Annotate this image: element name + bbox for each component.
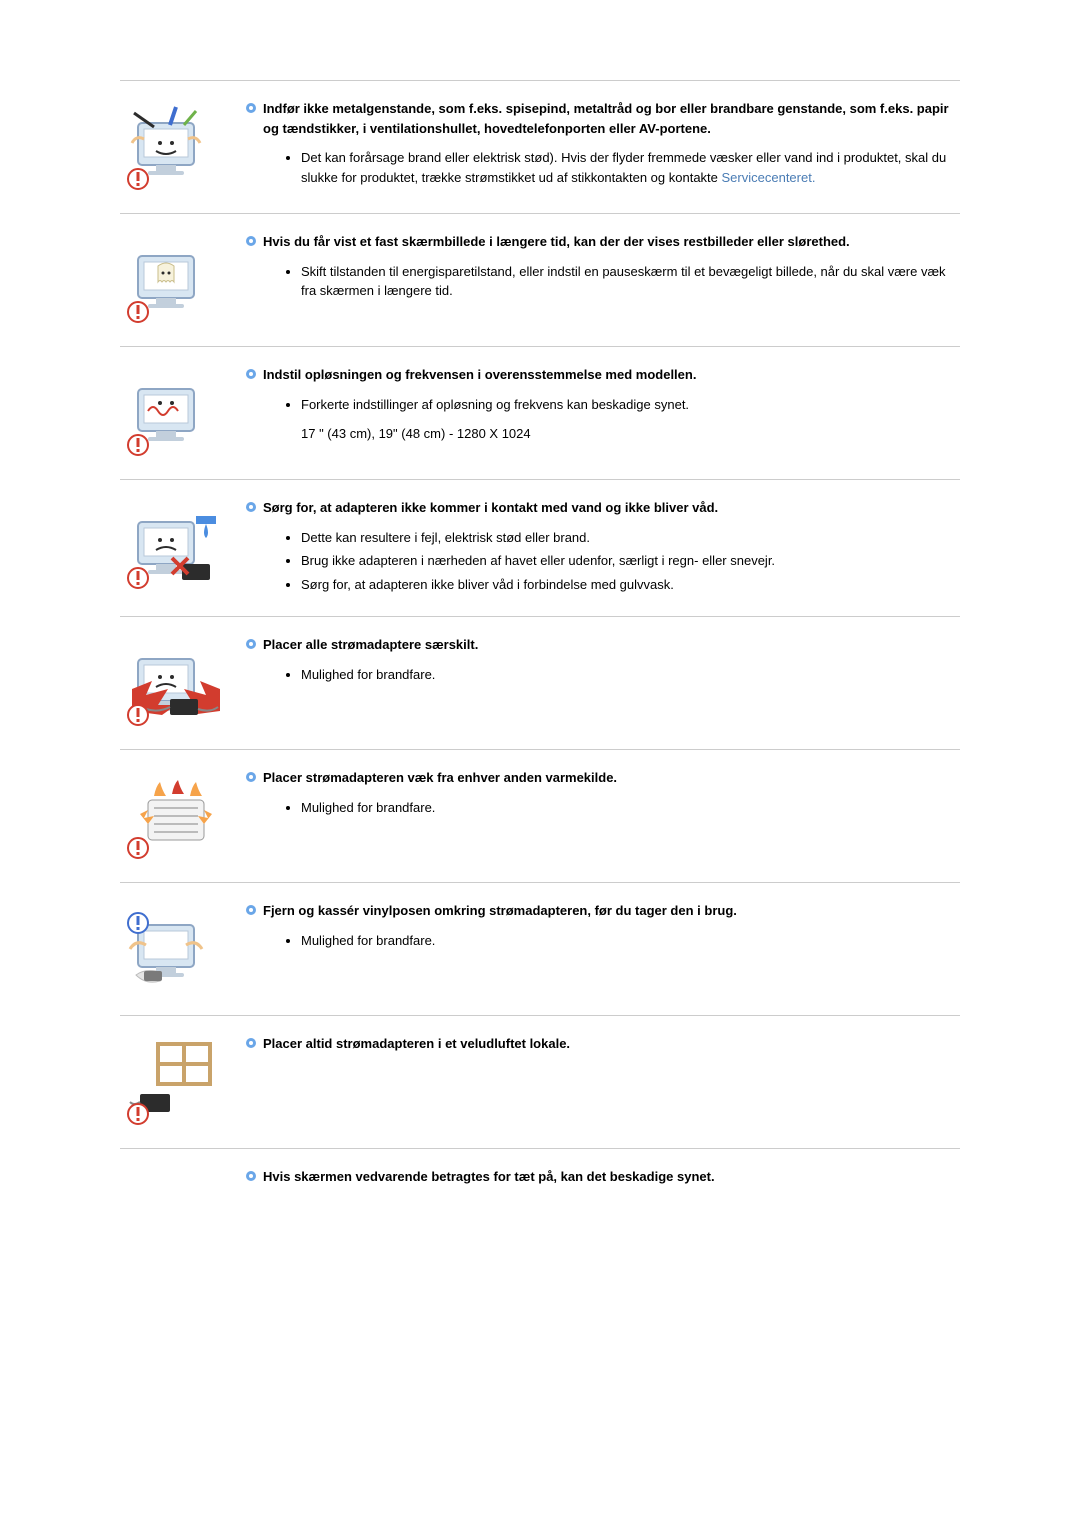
heading-text: Sørg for, at adapteren ikke kommer i kon… bbox=[263, 498, 718, 518]
safety-section: Placer altid strømadapteren i et veludlu… bbox=[120, 1015, 960, 1148]
vinyl-bag-icon bbox=[120, 901, 245, 997]
heading-text: Indfør ikke metalgenstande, som f.eks. s… bbox=[263, 99, 960, 138]
heading-bullet-icon bbox=[245, 1170, 257, 1182]
list-item: Mulighed for brandfare. bbox=[301, 665, 960, 685]
list-item: Brug ikke adapteren i nærheden af havet … bbox=[301, 551, 960, 571]
safety-section: Fjern og kassér vinylposen omkring strøm… bbox=[120, 882, 960, 1015]
content: Placer strømadapteren væk fra enhver and… bbox=[245, 768, 960, 821]
safety-section: Hvis skærmen vedvarende betragtes for tæ… bbox=[120, 1148, 960, 1215]
body-list: Mulighed for brandfare. bbox=[245, 931, 960, 951]
heading-bullet-icon bbox=[245, 904, 257, 916]
heater-icon bbox=[120, 768, 245, 864]
body-list: Mulighed for brandfare. bbox=[245, 665, 960, 685]
safety-section: Hvis du får vist et fast skærmbillede i … bbox=[120, 213, 960, 346]
heading-text: Placer altid strømadapteren i et veludlu… bbox=[263, 1034, 570, 1054]
list-item: Forkerte indstillinger af opløsning og f… bbox=[301, 395, 960, 415]
content: Sørg for, at adapteren ikke kommer i kon… bbox=[245, 498, 960, 598]
content: Indstil opløsningen og frekvensen i over… bbox=[245, 365, 960, 444]
list-item: Mulighed for brandfare. bbox=[301, 931, 960, 951]
heading-text: Fjern og kassér vinylposen omkring strøm… bbox=[263, 901, 737, 921]
body-list: Dette kan resultere i fejl, elektrisk st… bbox=[245, 528, 960, 595]
body-list: Mulighed for brandfare. bbox=[245, 798, 960, 818]
heading-text: Hvis skærmen vedvarende betragtes for tæ… bbox=[263, 1167, 715, 1187]
wavy-monitor-icon bbox=[120, 365, 245, 461]
heading-text: Hvis du får vist et fast skærmbillede i … bbox=[263, 232, 850, 252]
safety-section: Placer strømadapteren væk fra enhver and… bbox=[120, 749, 960, 882]
multi-adapter-icon bbox=[120, 635, 245, 731]
safety-section: Indfør ikke metalgenstande, som f.eks. s… bbox=[120, 80, 960, 213]
safety-section: Indstil opløsningen og frekvensen i over… bbox=[120, 346, 960, 479]
ghost-monitor-icon bbox=[120, 232, 245, 328]
list-item: Skift tilstanden til energisparetilstand… bbox=[301, 262, 960, 301]
content: Indfør ikke metalgenstande, som f.eks. s… bbox=[245, 99, 960, 191]
safety-section: Placer alle strømadaptere særskilt. Muli… bbox=[120, 616, 960, 749]
wet-adapter-icon bbox=[120, 498, 245, 594]
list-item-text: Det kan forårsage brand eller elektrisk … bbox=[301, 150, 946, 185]
no-icon bbox=[120, 1167, 245, 1171]
service-center-link[interactable]: Servicecenteret. bbox=[722, 170, 816, 185]
window-adapter-icon bbox=[120, 1034, 245, 1130]
body-list: Skift tilstanden til energisparetilstand… bbox=[245, 262, 960, 301]
list-item: Det kan forårsage brand eller elektrisk … bbox=[301, 148, 960, 187]
body-list: Forkerte indstillinger af opløsning og f… bbox=[245, 395, 960, 415]
safety-section: Sørg for, at adapteren ikke kommer i kon… bbox=[120, 479, 960, 616]
heading-text: Indstil opløsningen og frekvensen i over… bbox=[263, 365, 696, 385]
content: Hvis skærmen vedvarende betragtes for tæ… bbox=[245, 1167, 960, 1197]
page-root: Indfør ikke metalgenstande, som f.eks. s… bbox=[0, 0, 1080, 1255]
heading-text: Placer alle strømadaptere særskilt. bbox=[263, 635, 478, 655]
heading-bullet-icon bbox=[245, 368, 257, 380]
resolution-spec-text: 17 " (43 cm), 19" (48 cm) - 1280 X 1024 bbox=[245, 424, 960, 444]
heading-text: Placer strømadapteren væk fra enhver and… bbox=[263, 768, 617, 788]
list-item: Mulighed for brandfare. bbox=[301, 798, 960, 818]
heading-bullet-icon bbox=[245, 235, 257, 247]
tools-monitor-icon bbox=[120, 99, 245, 195]
content: Placer altid strømadapteren i et veludlu… bbox=[245, 1034, 960, 1064]
heading-bullet-icon bbox=[245, 501, 257, 513]
heading-bullet-icon bbox=[245, 1037, 257, 1049]
heading-bullet-icon bbox=[245, 638, 257, 650]
list-item: Sørg for, at adapteren ikke bliver våd i… bbox=[301, 575, 960, 595]
list-item: Dette kan resultere i fejl, elektrisk st… bbox=[301, 528, 960, 548]
content: Hvis du får vist et fast skærmbillede i … bbox=[245, 232, 960, 305]
heading-bullet-icon bbox=[245, 102, 257, 114]
body-list: Det kan forårsage brand eller elektrisk … bbox=[245, 148, 960, 187]
content: Placer alle strømadaptere særskilt. Muli… bbox=[245, 635, 960, 688]
content: Fjern og kassér vinylposen omkring strøm… bbox=[245, 901, 960, 954]
heading-bullet-icon bbox=[245, 771, 257, 783]
